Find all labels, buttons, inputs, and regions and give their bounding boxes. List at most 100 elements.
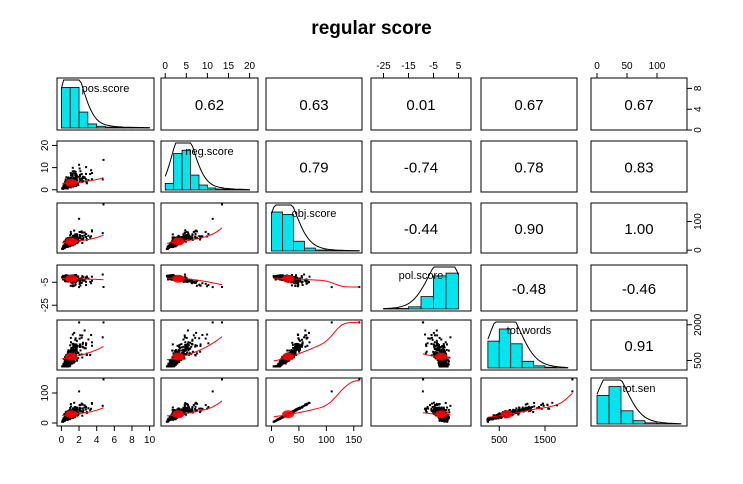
scatter-point (425, 350, 428, 353)
scatter-point (184, 402, 187, 404)
scatter-point (79, 174, 81, 177)
scatter-point (444, 361, 446, 364)
scatter-point (199, 407, 202, 410)
panel-frame (480, 140, 578, 193)
scatter-point (433, 341, 436, 344)
scatter-point (62, 362, 65, 365)
scatter-point (72, 348, 75, 351)
scatter-point (183, 406, 186, 409)
scatter-point (87, 277, 90, 280)
scatter-point (445, 349, 448, 352)
scatter-point (89, 409, 92, 411)
scatter-point (290, 349, 293, 352)
scatter-point (76, 359, 79, 362)
scatter-point (201, 282, 204, 285)
scatter-point (294, 281, 297, 284)
scatter-point (290, 350, 293, 353)
scatter-point (82, 238, 84, 241)
scatter-point (62, 246, 65, 249)
histogram-bar (87, 123, 98, 129)
scatter-point (204, 230, 207, 233)
scatter-point (80, 173, 83, 175)
scatter-point (276, 364, 279, 367)
scatter-point (171, 238, 174, 241)
scatter-point (79, 237, 82, 240)
scatter-point (437, 361, 440, 364)
scatter-point (498, 413, 501, 415)
scatter-point (83, 279, 86, 282)
scatter-point (80, 230, 83, 233)
scatter-point (527, 405, 530, 408)
scatter-point (296, 285, 299, 288)
scatter-point (436, 342, 439, 345)
scatter-point (297, 343, 300, 346)
x-tick-label: 0 (59, 435, 65, 446)
scatter-point (78, 337, 81, 340)
scatter-point (435, 349, 438, 352)
scatter-point (81, 275, 84, 278)
scatter-point (79, 178, 82, 181)
scatter-point (512, 408, 515, 411)
scatter-point (183, 411, 186, 414)
panel-frame (56, 264, 155, 312)
scatter-point (186, 345, 189, 348)
x-tick-label: 100 (318, 435, 335, 446)
scatter-point (296, 348, 299, 351)
scatter-point (295, 282, 298, 285)
scatter-point (74, 338, 77, 341)
scatter-point (183, 403, 186, 406)
correlation-value: 0.91 (624, 338, 653, 355)
scatter-point (431, 406, 434, 408)
panel-frame (590, 140, 688, 193)
scatter-point (168, 274, 171, 277)
panel-4-2 (265, 319, 363, 371)
scatter-point (442, 343, 445, 346)
scatter-point (74, 351, 77, 354)
scatter-point (73, 172, 76, 175)
x-tick-label: 8 (129, 435, 135, 446)
scatter-point (77, 357, 80, 360)
scatter-point (79, 281, 81, 284)
scatter-point (64, 359, 67, 362)
scatter-point (437, 345, 440, 348)
scatter-point (77, 175, 80, 178)
scatter-point (170, 417, 172, 419)
scatter-point (182, 338, 185, 341)
scatter-point (296, 333, 299, 336)
scatter-point (73, 360, 76, 363)
x-tick-label: -15 (401, 61, 416, 72)
scatter-point (69, 336, 72, 339)
density-curve (383, 266, 459, 310)
scatter-point (186, 403, 189, 406)
scatter-point (195, 281, 198, 284)
histogram-bar (78, 111, 89, 129)
histogram-bar (61, 87, 71, 129)
scatter-point (435, 409, 438, 412)
scatter-point (281, 274, 284, 277)
scatter-point (523, 409, 526, 412)
scatter-point (191, 409, 194, 412)
scatter-point (444, 365, 447, 368)
scatter-point (305, 404, 308, 407)
scatter-point (192, 231, 195, 233)
scatter-point (102, 158, 105, 161)
scatter-point (183, 404, 186, 407)
scatter-point (555, 404, 558, 407)
scatter-point (187, 347, 189, 350)
panel-frame (590, 319, 688, 371)
scatter-point (435, 341, 438, 344)
scatter-point (171, 406, 174, 409)
y-tick-label: 0 (40, 420, 51, 426)
variable-label: tot.sen (622, 383, 655, 395)
scatter-point (187, 409, 190, 412)
scatter-point (211, 390, 214, 393)
scatter-point (81, 356, 84, 359)
scatter-point (304, 329, 307, 332)
scatter-point (69, 186, 72, 189)
scatter-point (79, 345, 82, 347)
scatter-point (69, 407, 72, 409)
panel-frame (370, 77, 472, 131)
scatter-point (183, 349, 186, 352)
scatter-point (194, 410, 197, 413)
scatter-point (62, 365, 65, 368)
